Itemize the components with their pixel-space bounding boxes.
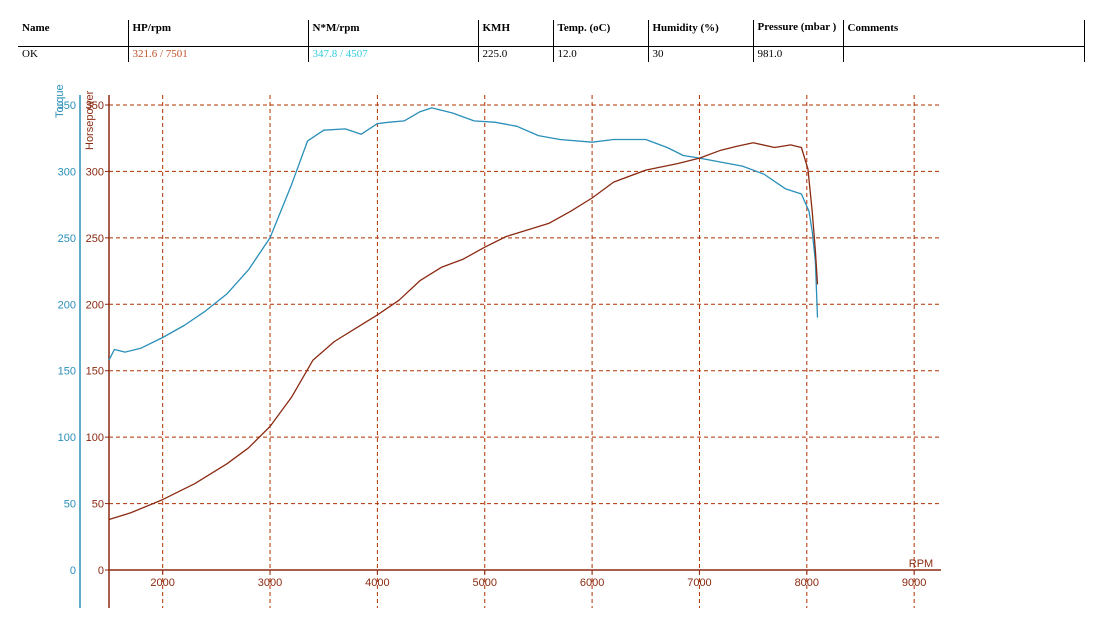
- x-tick-label: 3000: [258, 577, 282, 589]
- header-kmh: KMH: [477, 20, 553, 47]
- y-tick-label-torque: 0: [70, 565, 76, 577]
- y-tick-label-torque: 150: [58, 366, 76, 378]
- header-hp-rpm: HP/rpm: [127, 20, 308, 47]
- cell-name: OK: [22, 48, 38, 60]
- series-lines: [108, 107, 819, 521]
- axes: 0 0 50 50 100 100 150 150 200 200 250 250 300 300 350 3…: [58, 95, 941, 608]
- y-tick-label-hp: 0: [98, 565, 104, 577]
- y-tick-label-hp: 250: [86, 233, 104, 245]
- y-tick-label-torque: 300: [58, 166, 76, 178]
- cell-humidity: 30: [647, 46, 753, 62]
- table-row: OK 321.6 / 7501 347.8 / 4507 225.0 12.0 …: [18, 46, 1085, 62]
- header-name: Name: [18, 20, 128, 47]
- y-tick-label-torque: 100: [58, 432, 76, 444]
- cell-temp: 12.0: [552, 46, 648, 62]
- y-tick-label-hp: 100: [86, 432, 104, 444]
- torque-curve: [108, 107, 819, 361]
- y-tick-label-hp: 300: [86, 166, 104, 178]
- x-tick-label: 7000: [687, 577, 711, 589]
- cell-nm-rpm: 347.8 / 4507: [307, 46, 478, 62]
- header-comments: Comments: [842, 20, 1085, 47]
- x-tick-label: 9000: [902, 577, 926, 589]
- y-axis-label-horsepower: Horsepower: [84, 90, 96, 150]
- y-tick-label-torque: 250: [58, 233, 76, 245]
- header-nm-rpm: N*M/rpm: [307, 20, 478, 47]
- header-humidity: Humidity (%): [647, 20, 753, 47]
- x-tick-label: 4000: [365, 577, 389, 589]
- x-tick-label: 5000: [472, 577, 496, 589]
- cell-kmh: 225.0: [477, 46, 553, 62]
- y-axis-label-torque: Torque: [54, 84, 66, 118]
- table-header-row: Name HP/rpm N*M/rpm KMH Temp. (oC) Humid…: [18, 20, 1085, 47]
- y-tick-label-torque: 350: [58, 100, 76, 112]
- y-tick-label-torque: 50: [64, 499, 76, 511]
- y-tick-label-hp: 350: [86, 100, 104, 112]
- y-tick-label-hp: 150: [86, 366, 104, 378]
- axis-labels: Torque Horsepower RPM: [54, 84, 933, 570]
- header-temp: Temp. (oC): [552, 20, 648, 47]
- cell-hp-rpm: 321.6 / 7501: [127, 46, 308, 62]
- cell-pressure: 981.0: [752, 46, 843, 62]
- x-tick-label: 6000: [580, 577, 604, 589]
- y-tick-label-hp: 50: [92, 499, 104, 511]
- y-tick-label-torque: 200: [58, 299, 76, 311]
- header-pressure: Pressure (mbar ): [752, 20, 843, 47]
- x-axis-label-rpm: RPM: [909, 558, 933, 570]
- y-tick-label-hp: 200: [86, 299, 104, 311]
- grid-lines: [109, 95, 941, 608]
- x-tick-label: 8000: [795, 577, 819, 589]
- horsepower-curve: [108, 142, 819, 521]
- x-tick-label: 2000: [150, 577, 174, 589]
- cell-comments: [842, 46, 1085, 62]
- results-table: Name HP/rpm N*M/rpm KMH Temp. (oC) Humid…: [18, 20, 1085, 62]
